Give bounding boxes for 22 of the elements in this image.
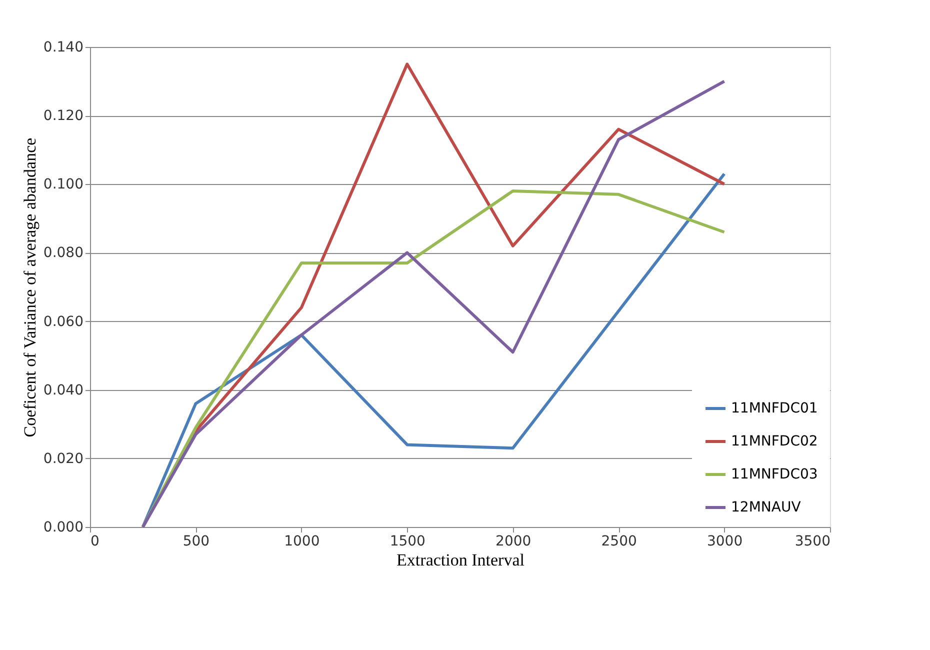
y-tick-label: 0.000 <box>43 520 84 536</box>
x-tick-label: 2000 <box>496 534 532 550</box>
legend-label: 11MNFDC03 <box>731 466 818 482</box>
x-tick-label: 0 <box>90 534 100 550</box>
x-tick-label: 3500 <box>794 534 830 550</box>
y-tick-label: 0.020 <box>43 450 84 467</box>
x-tick-label: 3000 <box>706 534 743 550</box>
x-tick-label: 2500 <box>601 534 637 550</box>
y-tick-label: 0.060 <box>43 314 84 330</box>
y-tick-label: 0.080 <box>43 245 84 262</box>
x-tick-label: 1500 <box>390 534 426 550</box>
y-axis-title: Coeficent of Variance of average abandance <box>20 138 40 438</box>
y-tick-label: 0.040 <box>43 382 84 398</box>
legend-label: 11MNFDC01 <box>731 400 818 416</box>
y-tick-label: 0.120 <box>43 108 84 124</box>
y-tick-label: 0.100 <box>43 176 84 193</box>
legend-label: 12MNAUV <box>731 500 802 516</box>
legend-label: 11MNFDC02 <box>731 434 818 450</box>
y-tick-label: 0.140 <box>43 40 84 56</box>
x-tick-label: 500 <box>182 534 210 550</box>
x-axis-title: Extraction Interval <box>396 550 525 570</box>
x-tick-label: 1000 <box>284 534 320 550</box>
